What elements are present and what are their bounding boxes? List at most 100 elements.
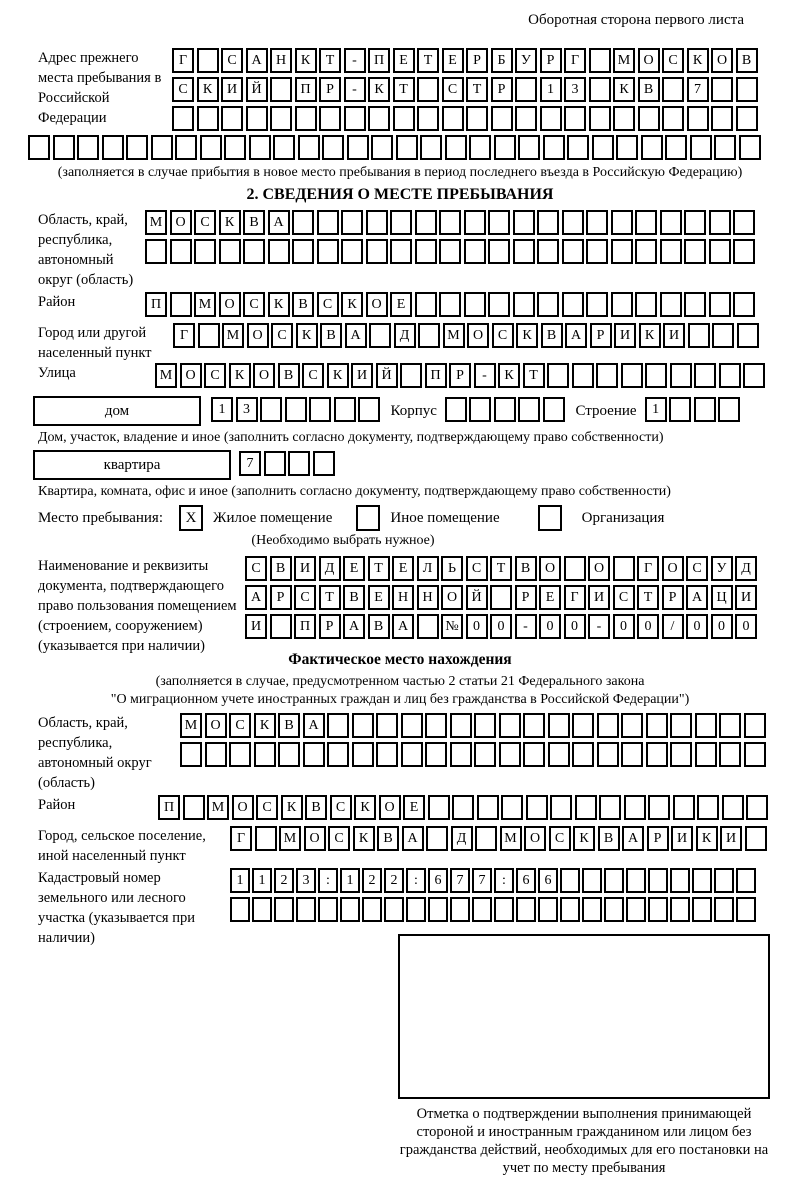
- char-cell: [368, 106, 390, 131]
- char-cell: [670, 868, 690, 893]
- char-cell: [490, 106, 513, 131]
- stroenie-row: 1: [644, 397, 743, 424]
- char-cell: [684, 292, 706, 317]
- char-cell: [297, 135, 320, 160]
- char-cell: [376, 742, 398, 767]
- char-cell: О: [204, 713, 227, 738]
- char-cell: [616, 135, 638, 160]
- char-cell: [733, 239, 755, 264]
- char-cell: О: [661, 556, 684, 581]
- char-cell: [390, 210, 412, 235]
- char-cell: [418, 323, 440, 348]
- char-cell: [221, 106, 243, 131]
- char-cell: [714, 868, 734, 893]
- char-cell: [260, 397, 282, 422]
- char-cell: 2: [274, 868, 294, 893]
- char-cell: Т: [318, 585, 341, 610]
- field-cadastral: Кадастровый номер земельного или лесного…: [28, 868, 772, 946]
- char-cell: С: [612, 585, 635, 610]
- char-cell: [501, 795, 523, 820]
- char-cell: 7: [686, 77, 709, 102]
- char-cell: 7: [472, 868, 492, 893]
- char-cell: [621, 713, 643, 738]
- char-cell: [648, 897, 668, 922]
- char-cell: [669, 363, 692, 388]
- char-cell: [746, 795, 768, 820]
- char-cell: Р: [318, 614, 341, 639]
- char-cell: К: [516, 323, 538, 348]
- char-cell: [610, 210, 633, 235]
- char-cell: [327, 742, 349, 767]
- char-cell: [714, 897, 734, 922]
- char-cell: [52, 135, 75, 160]
- apartment-number-row: 7: [239, 451, 337, 478]
- field-previous-address: Адрес прежнего места пребывания в Россий…: [28, 48, 772, 135]
- char-cell: [610, 292, 633, 317]
- char-cell: О: [441, 585, 463, 610]
- char-cell: [670, 713, 692, 738]
- char-cell: [591, 135, 614, 160]
- char-cell: С: [329, 795, 352, 820]
- char-cell: Д: [318, 556, 341, 581]
- char-cell: Г: [637, 556, 659, 581]
- char-cell: М: [499, 826, 522, 851]
- char-cell: Г: [230, 826, 252, 851]
- char-cell: [449, 742, 472, 767]
- char-cell: О: [253, 363, 275, 388]
- char-cell: Р: [449, 363, 471, 388]
- option-residential-label: Жилое помещение: [213, 509, 333, 526]
- actual-location-title: Фактическое место нахождения: [288, 651, 512, 668]
- char-cell: Р: [646, 826, 669, 851]
- char-cell: С: [245, 556, 267, 581]
- char-cell: 1: [644, 397, 667, 422]
- char-cell: 0: [465, 614, 488, 639]
- char-cell: [744, 826, 767, 851]
- char-cell: [346, 135, 369, 160]
- char-cell: [319, 106, 341, 131]
- char-cell: [574, 795, 597, 820]
- char-cell: Е: [539, 585, 561, 610]
- char-cell: О: [246, 323, 269, 348]
- char-cell: Й: [245, 77, 268, 102]
- char-cell: [640, 135, 663, 160]
- char-cell: [463, 210, 486, 235]
- char-cell: [316, 210, 339, 235]
- house-type-box: дом: [33, 396, 201, 426]
- char-cell: Й: [375, 363, 398, 388]
- char-cell: [224, 135, 246, 160]
- char-cell: [463, 292, 486, 317]
- char-cell: Г: [173, 323, 195, 348]
- char-cell: Б: [490, 48, 513, 73]
- char-cell: [635, 292, 657, 317]
- char-cell: [637, 106, 660, 131]
- char-cell: [561, 210, 584, 235]
- char-cell: О: [169, 210, 192, 235]
- char-cell: Р: [661, 585, 684, 610]
- char-cell: [270, 77, 292, 102]
- char-cell: [476, 795, 499, 820]
- char-cell: И: [245, 614, 267, 639]
- char-cell: С: [548, 826, 571, 851]
- char-cell: Й: [465, 585, 488, 610]
- char-cell: [341, 210, 363, 235]
- char-cell: [230, 897, 250, 922]
- char-cell: [586, 210, 608, 235]
- char-cell: [564, 106, 586, 131]
- char-cell: К: [294, 48, 317, 73]
- char-cell: [596, 713, 619, 738]
- char-cell: [711, 77, 733, 102]
- char-cell: 0: [710, 614, 733, 639]
- place-type-note: (Необходимо выбрать нужное): [251, 533, 435, 548]
- char-cell: С: [271, 323, 293, 348]
- char-row: [145, 239, 758, 266]
- char-cell: 0: [612, 614, 635, 639]
- char-cell: [613, 106, 635, 131]
- char-cell: [341, 239, 363, 264]
- char-cell: [635, 210, 657, 235]
- char-cell: М: [194, 292, 216, 317]
- char-cell: [662, 106, 684, 131]
